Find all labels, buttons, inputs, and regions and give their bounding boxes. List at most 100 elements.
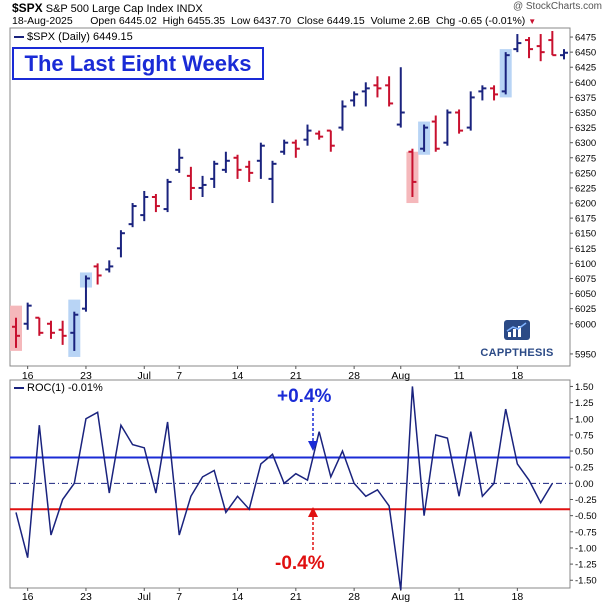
roc-y-tick-label-1: 1.25 [575, 398, 594, 409]
roc-y-tick-label-8: -0.50 [575, 511, 597, 522]
down-arrow-icon: ▼ [528, 17, 537, 26]
roc-legend: ROC(1) -0.01% [14, 382, 103, 394]
low-value: 6437.70 [253, 15, 292, 27]
roc-x-tick-label-9: 18 [512, 591, 524, 603]
header-line-1: $SPX S&P 500 Large Cap Index INDX [12, 1, 203, 15]
roc-y-tick-label-6: 0.00 [575, 479, 594, 490]
price-y-tick-label-11: 6250 [575, 168, 596, 179]
ohlc-bar-27 [326, 129, 335, 152]
ohlc-bar-20 [245, 160, 254, 182]
roc-x-tick-label-4: 14 [232, 591, 244, 603]
ohlc-bar-14 [175, 148, 184, 173]
roc-y-tick-label-0: 1.50 [575, 382, 594, 393]
price-y-tick-label-18: 6425 [575, 63, 596, 74]
ohlc-bar-6 [81, 275, 90, 312]
volume-label: Volume [370, 15, 406, 27]
lower-annotation: -0.4% [275, 553, 325, 574]
ohlc-bar-46 [548, 31, 557, 57]
roc-x-tick-label-3: 7 [176, 591, 182, 603]
roc-series-line [15, 386, 553, 591]
price-y-tick-label-13: 6300 [575, 138, 596, 149]
ohlc-bar-40 [478, 85, 487, 101]
ohlc-bar-32 [385, 76, 394, 107]
price-x-tick-label-8: 11 [454, 370, 465, 382]
price-y-tick-label-8: 6175 [575, 214, 596, 225]
ohlc-bar-35 [420, 124, 429, 152]
ohlc-bar-47 [560, 49, 568, 60]
roc-y-tick-label-4: 0.50 [575, 447, 594, 458]
ohlc-bar-30 [361, 82, 370, 107]
ohlc-bar-38 [455, 109, 464, 134]
roc-x-tick-label-0: 16 [22, 591, 34, 603]
price-x-tick-label-1: 23 [80, 370, 92, 382]
ohlc-bar-13 [163, 178, 172, 213]
chart-title: The Last Eight Weeks [12, 47, 264, 80]
ohlc-bar-41 [490, 85, 499, 101]
price-y-tick-label-1: 6000 [575, 319, 596, 330]
ohlc-bar-23 [280, 139, 289, 155]
ohlc-bar-12 [151, 193, 160, 213]
price-y-tick-label-0: 5950 [575, 349, 596, 360]
ohlc-bar-18 [221, 151, 230, 173]
price-y-tick-label-4: 6075 [575, 274, 596, 285]
logo-chart-icon [504, 320, 530, 340]
roc-y-tick-label-3: 0.75 [575, 430, 594, 441]
high-value: 6455.35 [187, 15, 226, 27]
price-y-tick-label-14: 6325 [575, 123, 596, 134]
price-x-tick-label-7: Aug [391, 370, 410, 382]
price-y-tick-label-2: 6025 [575, 304, 596, 315]
ohlc-bar-17 [210, 160, 219, 188]
roc-y-tick-label-11: -1.25 [575, 560, 597, 571]
ohlc-bar-36 [431, 115, 440, 152]
ohlc-bar-11 [140, 190, 149, 222]
ohlc-bar-22 [268, 160, 277, 204]
ohlc-bar-0 [12, 317, 20, 348]
price-x-tick-label-3: 7 [176, 370, 182, 382]
ohlc-bar-33 [396, 67, 405, 128]
roc-y-tick-label-10: -1.00 [575, 543, 597, 554]
ohlc-bar-31 [373, 76, 382, 98]
price-x-tick-label-2: Jul [138, 370, 151, 382]
price-x-tick-label-9: 18 [512, 370, 524, 382]
price-x-tick-label-0: 16 [22, 370, 34, 382]
roc-x-tick-label-7: Aug [391, 591, 410, 603]
open-value: 6445.02 [118, 15, 157, 27]
ohlc-bar-37 [443, 109, 452, 146]
roc-legend-swatch [14, 387, 24, 390]
ohlc-bar-7 [93, 263, 102, 285]
price-legend-swatch [14, 36, 24, 39]
ohlc-bar-10 [128, 203, 137, 228]
ohlc-bar-8 [105, 260, 114, 273]
ohlc-bar-21 [256, 142, 265, 179]
header-line-2: 18-Aug-2025 Open 6445.02 High 6455.35 Lo… [12, 15, 536, 27]
high-label: High [162, 15, 185, 27]
ohlc-bar-29 [350, 91, 359, 107]
logo-text: CAPPTHESIS [480, 347, 554, 359]
ohlc-bar-15 [186, 166, 195, 201]
watermark: @ StockCharts.com [512, 1, 602, 12]
ohlc-bar-42 [501, 52, 510, 95]
roc-x-tick-label-6: 28 [348, 591, 360, 603]
instrument-name: S&P 500 Large Cap Index [45, 3, 174, 15]
ohlc-bar-24 [291, 139, 300, 158]
price-y-tick-label-17: 6400 [575, 78, 596, 89]
ohlc-bar-9 [116, 230, 125, 258]
quote-date: 18-Aug-2025 [12, 15, 73, 27]
roc-x-tick-label-8: 11 [454, 591, 465, 603]
ohlc-bar-3 [46, 320, 55, 339]
price-y-tick-label-7: 6150 [575, 229, 596, 240]
volume-value: 2.6B [408, 15, 431, 27]
roc-y-tick-label-7: -0.25 [575, 495, 597, 506]
price-x-tick-label-5: 21 [290, 370, 302, 382]
capp-thesis-logo: CAPPTHESIS [474, 318, 560, 359]
exchange: INDX [176, 3, 203, 15]
low-label: Low [231, 15, 251, 27]
price-y-tick-label-3: 6050 [575, 289, 596, 300]
roc-y-tick-label-2: 1.00 [575, 414, 594, 425]
upper-annotation: +0.4% [277, 386, 332, 407]
price-y-tick-label-16: 6375 [575, 93, 596, 104]
roc-legend-text: ROC(1) -0.01% [27, 382, 103, 394]
ohlc-bar-43 [513, 34, 522, 53]
ohlc-bar-16 [198, 175, 207, 197]
roc-y-tick-label-5: 0.25 [575, 463, 594, 474]
